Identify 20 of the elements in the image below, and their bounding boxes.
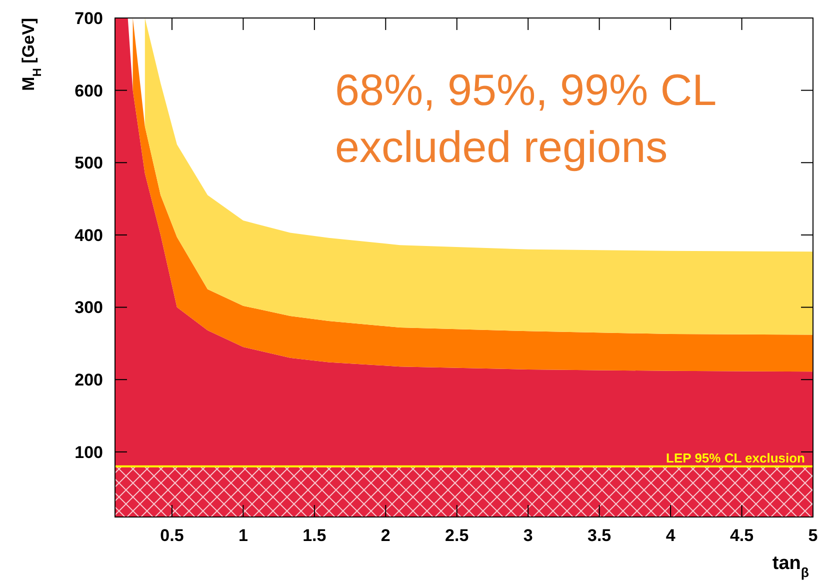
x-tick-label: 3	[523, 526, 533, 545]
x-tick-label: 1.5	[302, 526, 326, 545]
x-tick-label: 2	[380, 526, 390, 545]
y-tick-label: 500	[74, 154, 103, 173]
x-tick-label: 4	[666, 526, 676, 545]
annotation: 68%, 95%, 99% CL excluded regions	[335, 66, 717, 172]
y-tick-label: 300	[74, 298, 103, 318]
y-tick-label: 700	[74, 8, 103, 28]
x-tick-label: 0.5	[160, 526, 184, 545]
x-tick-label: 3.5	[588, 526, 612, 545]
x-tick-label: 2.5	[445, 526, 469, 545]
y-tick-label: 600	[74, 81, 103, 100]
y-tick-label: 200	[74, 370, 103, 390]
x-axis-title: tan$_{β}$	[772, 553, 809, 580]
y-tick-label: 100	[74, 442, 103, 462]
x-tick-label: 5	[808, 526, 818, 545]
y-tick-label: 400	[74, 226, 103, 245]
x-tick-label: 1	[238, 526, 248, 545]
x-tick-label: 4.5	[730, 526, 754, 545]
band-label: LEP 95% CL exclusion	[666, 450, 806, 466]
